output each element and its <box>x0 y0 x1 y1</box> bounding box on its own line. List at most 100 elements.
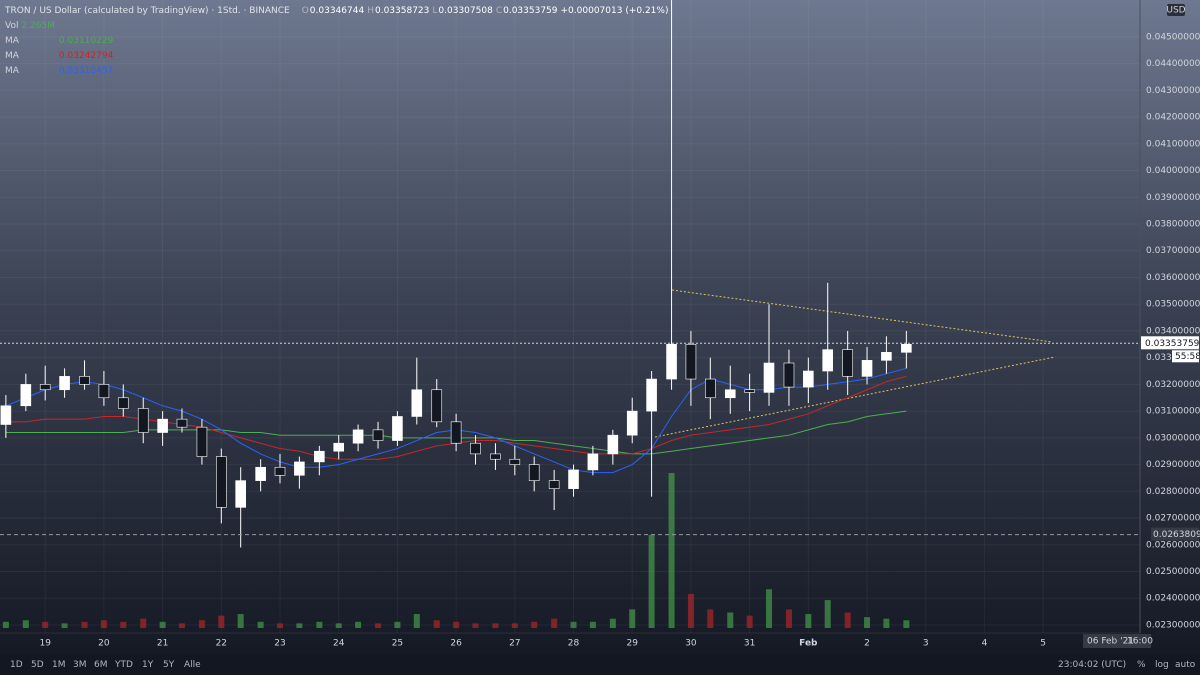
y-tick-label: 0.02700000 <box>1146 514 1200 524</box>
y-tick-label: 0.04200000 <box>1146 113 1200 123</box>
volume-bar <box>394 621 401 628</box>
y-tick-label: 0.03400000 <box>1146 326 1200 336</box>
ma-value: 0.03110229 <box>58 36 114 46</box>
change: +0.00007013 (+0.21%) <box>560 6 669 16</box>
candle-body <box>98 384 110 399</box>
ohlc-value: 0.03358723 <box>374 6 430 16</box>
volume-bar <box>668 473 675 628</box>
ohlc-label: O <box>301 6 309 16</box>
volume-bar <box>198 620 205 628</box>
candle-body <box>901 344 912 353</box>
y-tick-label: 0.02600000 <box>1146 540 1200 550</box>
candle-body <box>470 442 481 455</box>
candle-body <box>216 456 227 508</box>
volume-bar <box>335 623 342 628</box>
countdown: 55:58 <box>1175 352 1200 362</box>
y-tick-label: 0.03600000 <box>1146 273 1200 283</box>
volume-value: 2.265M <box>21 21 55 31</box>
volume-bar <box>648 535 655 628</box>
candle-body <box>861 360 873 377</box>
volume-bar <box>413 614 420 628</box>
crosshair-price-tag <box>1151 527 1199 541</box>
candle-body <box>724 389 736 399</box>
candle-body <box>333 442 345 452</box>
candle-body <box>763 362 775 393</box>
candle-body <box>431 389 443 423</box>
y-tick-label: 0.03700000 <box>1146 246 1200 256</box>
period-button[interactable]: YTD <box>115 660 133 670</box>
period-button[interactable]: 1D <box>10 660 23 670</box>
candle-body <box>881 352 892 361</box>
x-tick-label: 28 <box>568 639 580 649</box>
volume-bar <box>531 621 538 628</box>
candle-body <box>20 384 32 407</box>
y-tick-label: 0.04500000 <box>1146 32 1200 42</box>
scale-button[interactable]: log <box>1155 660 1169 670</box>
x-tick-label: 23 <box>274 639 285 649</box>
candle-body <box>157 418 168 433</box>
symbol: TRON / US Dollar (calculated by TradingV… <box>5 6 290 16</box>
volume-bar <box>316 621 323 628</box>
x-tick-label: 26 <box>450 639 462 649</box>
x-tick-label: 31 <box>744 639 755 649</box>
y-tick-label: 0.02300000 <box>1146 620 1200 630</box>
y-tick-label: 0.03500000 <box>1146 300 1200 310</box>
period-button[interactable]: 5D <box>31 660 44 670</box>
candle-body <box>392 416 403 441</box>
candle-body <box>568 469 579 489</box>
volume-bar <box>551 618 558 628</box>
trend-line <box>671 289 1053 343</box>
x-tick-label: 22 <box>216 639 227 649</box>
period-button[interactable]: Alle <box>184 660 201 670</box>
currency: USD <box>1166 6 1185 16</box>
period-button[interactable]: 3M <box>73 660 87 670</box>
volume-bar <box>785 609 792 628</box>
ma-label: MA <box>5 51 19 61</box>
candle-body <box>666 344 677 380</box>
clock: 23:04:02 (UTC) <box>1058 660 1127 670</box>
volume-bar <box>687 593 694 628</box>
period-button[interactable]: 1Y <box>142 660 154 670</box>
y-tick-label: 0.03900000 <box>1146 193 1200 203</box>
period-button[interactable]: 6M <box>94 660 108 670</box>
volume-bar <box>903 620 910 628</box>
y-tick-label: 0.04100000 <box>1146 139 1200 149</box>
candle-body <box>607 434 619 455</box>
candle-body <box>117 397 129 409</box>
x-tick-label: 3 <box>923 639 929 649</box>
volume-bar <box>375 623 382 628</box>
period-button[interactable]: 1M <box>52 660 66 670</box>
volume-bar <box>61 623 68 628</box>
volume-bar <box>609 618 616 628</box>
y-tick-label: 0.02900000 <box>1146 460 1200 470</box>
candle-body <box>704 378 716 399</box>
volume-bar <box>159 621 166 628</box>
candle-body <box>528 464 540 481</box>
volume-bar <box>120 621 127 628</box>
candle-body <box>822 349 834 372</box>
legend-row: MA 0.03242794 <box>5 49 671 64</box>
crosshair-price: 0.02638093 <box>1153 530 1200 540</box>
legend: TRON / US Dollar (calculated by TradingV… <box>5 4 671 79</box>
volume-bar <box>296 623 303 628</box>
candle-body <box>176 418 188 428</box>
y-tick-label: 0.02400000 <box>1146 594 1200 604</box>
scale-button[interactable]: auto <box>1175 660 1196 670</box>
volume-bar <box>766 589 773 628</box>
x-tick-label: 24 <box>333 639 345 649</box>
bottom-toolbar: 1D 5D 1M 3M 6M YTD 1Y 5Y Alle 23:04:02 (UTC)% log a… <box>0 655 1200 675</box>
volume-bar <box>824 600 831 628</box>
currency-badge <box>1167 4 1185 16</box>
volume-bar <box>2 621 9 628</box>
x-tick-label: 27 <box>509 639 520 649</box>
volume-bar <box>844 612 851 628</box>
legend-row: Vol 2.265M <box>5 19 671 34</box>
candle-body <box>274 466 286 476</box>
volume-bar <box>178 623 185 628</box>
candle-body <box>450 421 462 444</box>
candle-body <box>842 349 853 377</box>
ma-value: 0.03242794 <box>58 51 114 61</box>
period-button[interactable]: 5Y <box>163 660 175 670</box>
ohlc-label: L <box>432 6 438 16</box>
scale-button[interactable]: % <box>1137 660 1146 670</box>
